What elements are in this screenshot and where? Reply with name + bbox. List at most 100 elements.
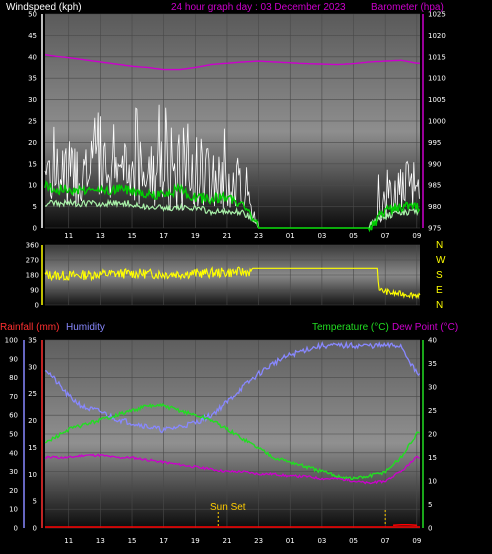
temp-x-tick-8: 03: [317, 537, 326, 545]
windspeed-tick-6: 30: [28, 96, 37, 104]
direction-tick-4: 360: [26, 242, 39, 250]
humidity-tick-5: 50: [9, 431, 18, 439]
windspeed-tick-3: 15: [28, 160, 37, 168]
windspeed-tick-10: 50: [28, 11, 37, 19]
chart-title: 24 hour graph day : 03 December 2023: [171, 2, 346, 13]
compass-label-2: S: [436, 270, 443, 281]
temp-humidity-rain-grid: [45, 339, 420, 529]
windspeed-tick-7: 35: [28, 75, 37, 83]
temp-x-tick-4: 19: [191, 537, 200, 545]
rain-tick-6: 30: [28, 363, 37, 371]
wind-x-tick-2: 15: [128, 232, 137, 240]
temperature-tick-4: 20: [428, 431, 437, 439]
rain-tick-0: 0: [33, 525, 37, 533]
wind-x-tick-1: 13: [96, 232, 105, 240]
windspeed-tick-9: 45: [28, 32, 37, 40]
wind-x-tick-9: 05: [349, 232, 358, 240]
temp-humidity-rain-ticks: 0102030405060708090100051015202530350510…: [5, 337, 437, 546]
temp-x-tick-1: 13: [96, 537, 105, 545]
direction-tick-0: 0: [35, 302, 39, 310]
wind-pressure-grid: [45, 13, 420, 229]
humidity-tick-2: 20: [9, 487, 18, 495]
wind-direction-series: [44, 266, 421, 300]
humidity-tick-3: 30: [9, 468, 18, 476]
rain-tick-2: 10: [28, 471, 37, 479]
wind-pressure-panel: 0510152025303540455097598098599099510001…: [6, 2, 446, 240]
dewpoint-series: [44, 453, 420, 485]
wind-x-tick-7: 01: [286, 232, 295, 240]
windspeed-tick-4: 20: [28, 139, 37, 147]
humidity-tick-0: 0: [14, 525, 18, 533]
rain-tick-5: 25: [28, 390, 37, 398]
compass-label-4: N: [436, 300, 443, 311]
barometer-tick-9: 1020: [428, 32, 446, 40]
windspeed-tick-1: 5: [33, 203, 37, 211]
wind-x-tick-0: 11: [64, 232, 73, 240]
temperature-axis-label: Temperature (°C): [312, 322, 389, 333]
temperature-series: [44, 402, 420, 481]
direction-tick-2: 180: [26, 272, 39, 280]
temperature-tick-7: 35: [428, 360, 437, 368]
barometer-tick-8: 1015: [428, 53, 446, 61]
sunset-annotation: Sun Set: [210, 502, 246, 513]
barometer-tick-5: 1000: [428, 118, 446, 126]
windspeed-axis-label: Windspeed (kph): [6, 2, 82, 13]
windspeed-tick-8: 40: [28, 53, 37, 61]
temp-x-tick-9: 05: [349, 537, 358, 545]
windspeed-tick-2: 10: [28, 182, 37, 190]
temp-x-tick-10: 07: [381, 537, 390, 545]
temp-x-tick-6: 23: [254, 537, 263, 545]
humidity-axis-label: Humidity: [66, 322, 105, 333]
temperature-tick-1: 5: [428, 501, 432, 509]
rainfall-axis-label: Rainfall (mm): [0, 322, 59, 333]
barometer-series: [44, 54, 420, 71]
temp-humidity-rain-marks: [44, 340, 421, 528]
rain-tick-1: 5: [33, 498, 37, 506]
humidity-tick-8: 80: [9, 374, 18, 382]
temp-x-tick-0: 11: [64, 537, 73, 545]
temp-x-tick-5: 21: [223, 537, 232, 545]
barometer-tick-10: 1025: [428, 11, 446, 19]
compass-label-1: W: [436, 255, 446, 266]
temp-x-tick-2: 15: [128, 537, 137, 545]
barometer-tick-4: 995: [428, 139, 441, 147]
dewpoint-axis-label: Dew Point (°C): [392, 322, 458, 333]
barometer-tick-3: 990: [428, 160, 441, 168]
windspeed-tick-0: 0: [33, 225, 37, 233]
humidity-tick-1: 10: [9, 506, 18, 514]
wind-x-tick-10: 07: [381, 232, 390, 240]
humidity-tick-7: 70: [9, 393, 18, 401]
rain-tick-3: 15: [28, 444, 37, 452]
direction-tick-1: 90: [30, 287, 39, 295]
barometer-axis-label: Barometer (hpa): [371, 2, 444, 13]
compass-label-0: N: [436, 240, 443, 251]
wind-x-tick-5: 21: [223, 232, 232, 240]
temp-x-tick-11: 09: [412, 537, 421, 545]
temperature-tick-3: 15: [428, 454, 437, 462]
barometer-tick-1: 980: [428, 203, 441, 211]
direction-tick-3: 270: [26, 257, 39, 265]
barometer-tick-6: 1005: [428, 96, 446, 104]
temp-humidity-rain-panel: 0102030405060708090100051015202530350510…: [0, 322, 458, 545]
temperature-tick-8: 40: [428, 337, 437, 345]
wind-direction-grid: [45, 244, 420, 306]
temperature-tick-0: 0: [428, 525, 432, 533]
wind-x-tick-4: 19: [191, 232, 200, 240]
rain-tick-7: 35: [28, 337, 37, 345]
wind-average-series: [44, 179, 421, 233]
humidity-tick-6: 60: [9, 412, 18, 420]
wind-x-tick-8: 03: [317, 232, 326, 240]
barometer-tick-2: 985: [428, 182, 441, 190]
wind-pressure-marks: [44, 54, 421, 233]
humidity-tick-10: 100: [5, 337, 18, 345]
temperature-tick-6: 30: [428, 384, 437, 392]
wind-pressure-ticks: 0510152025303540455097598098599099510001…: [28, 11, 446, 241]
rain-series: [393, 524, 417, 527]
compass-label-3: E: [436, 285, 443, 296]
humidity-tick-9: 90: [9, 355, 18, 363]
temperature-tick-5: 25: [428, 407, 437, 415]
wind-x-tick-3: 17: [159, 232, 168, 240]
